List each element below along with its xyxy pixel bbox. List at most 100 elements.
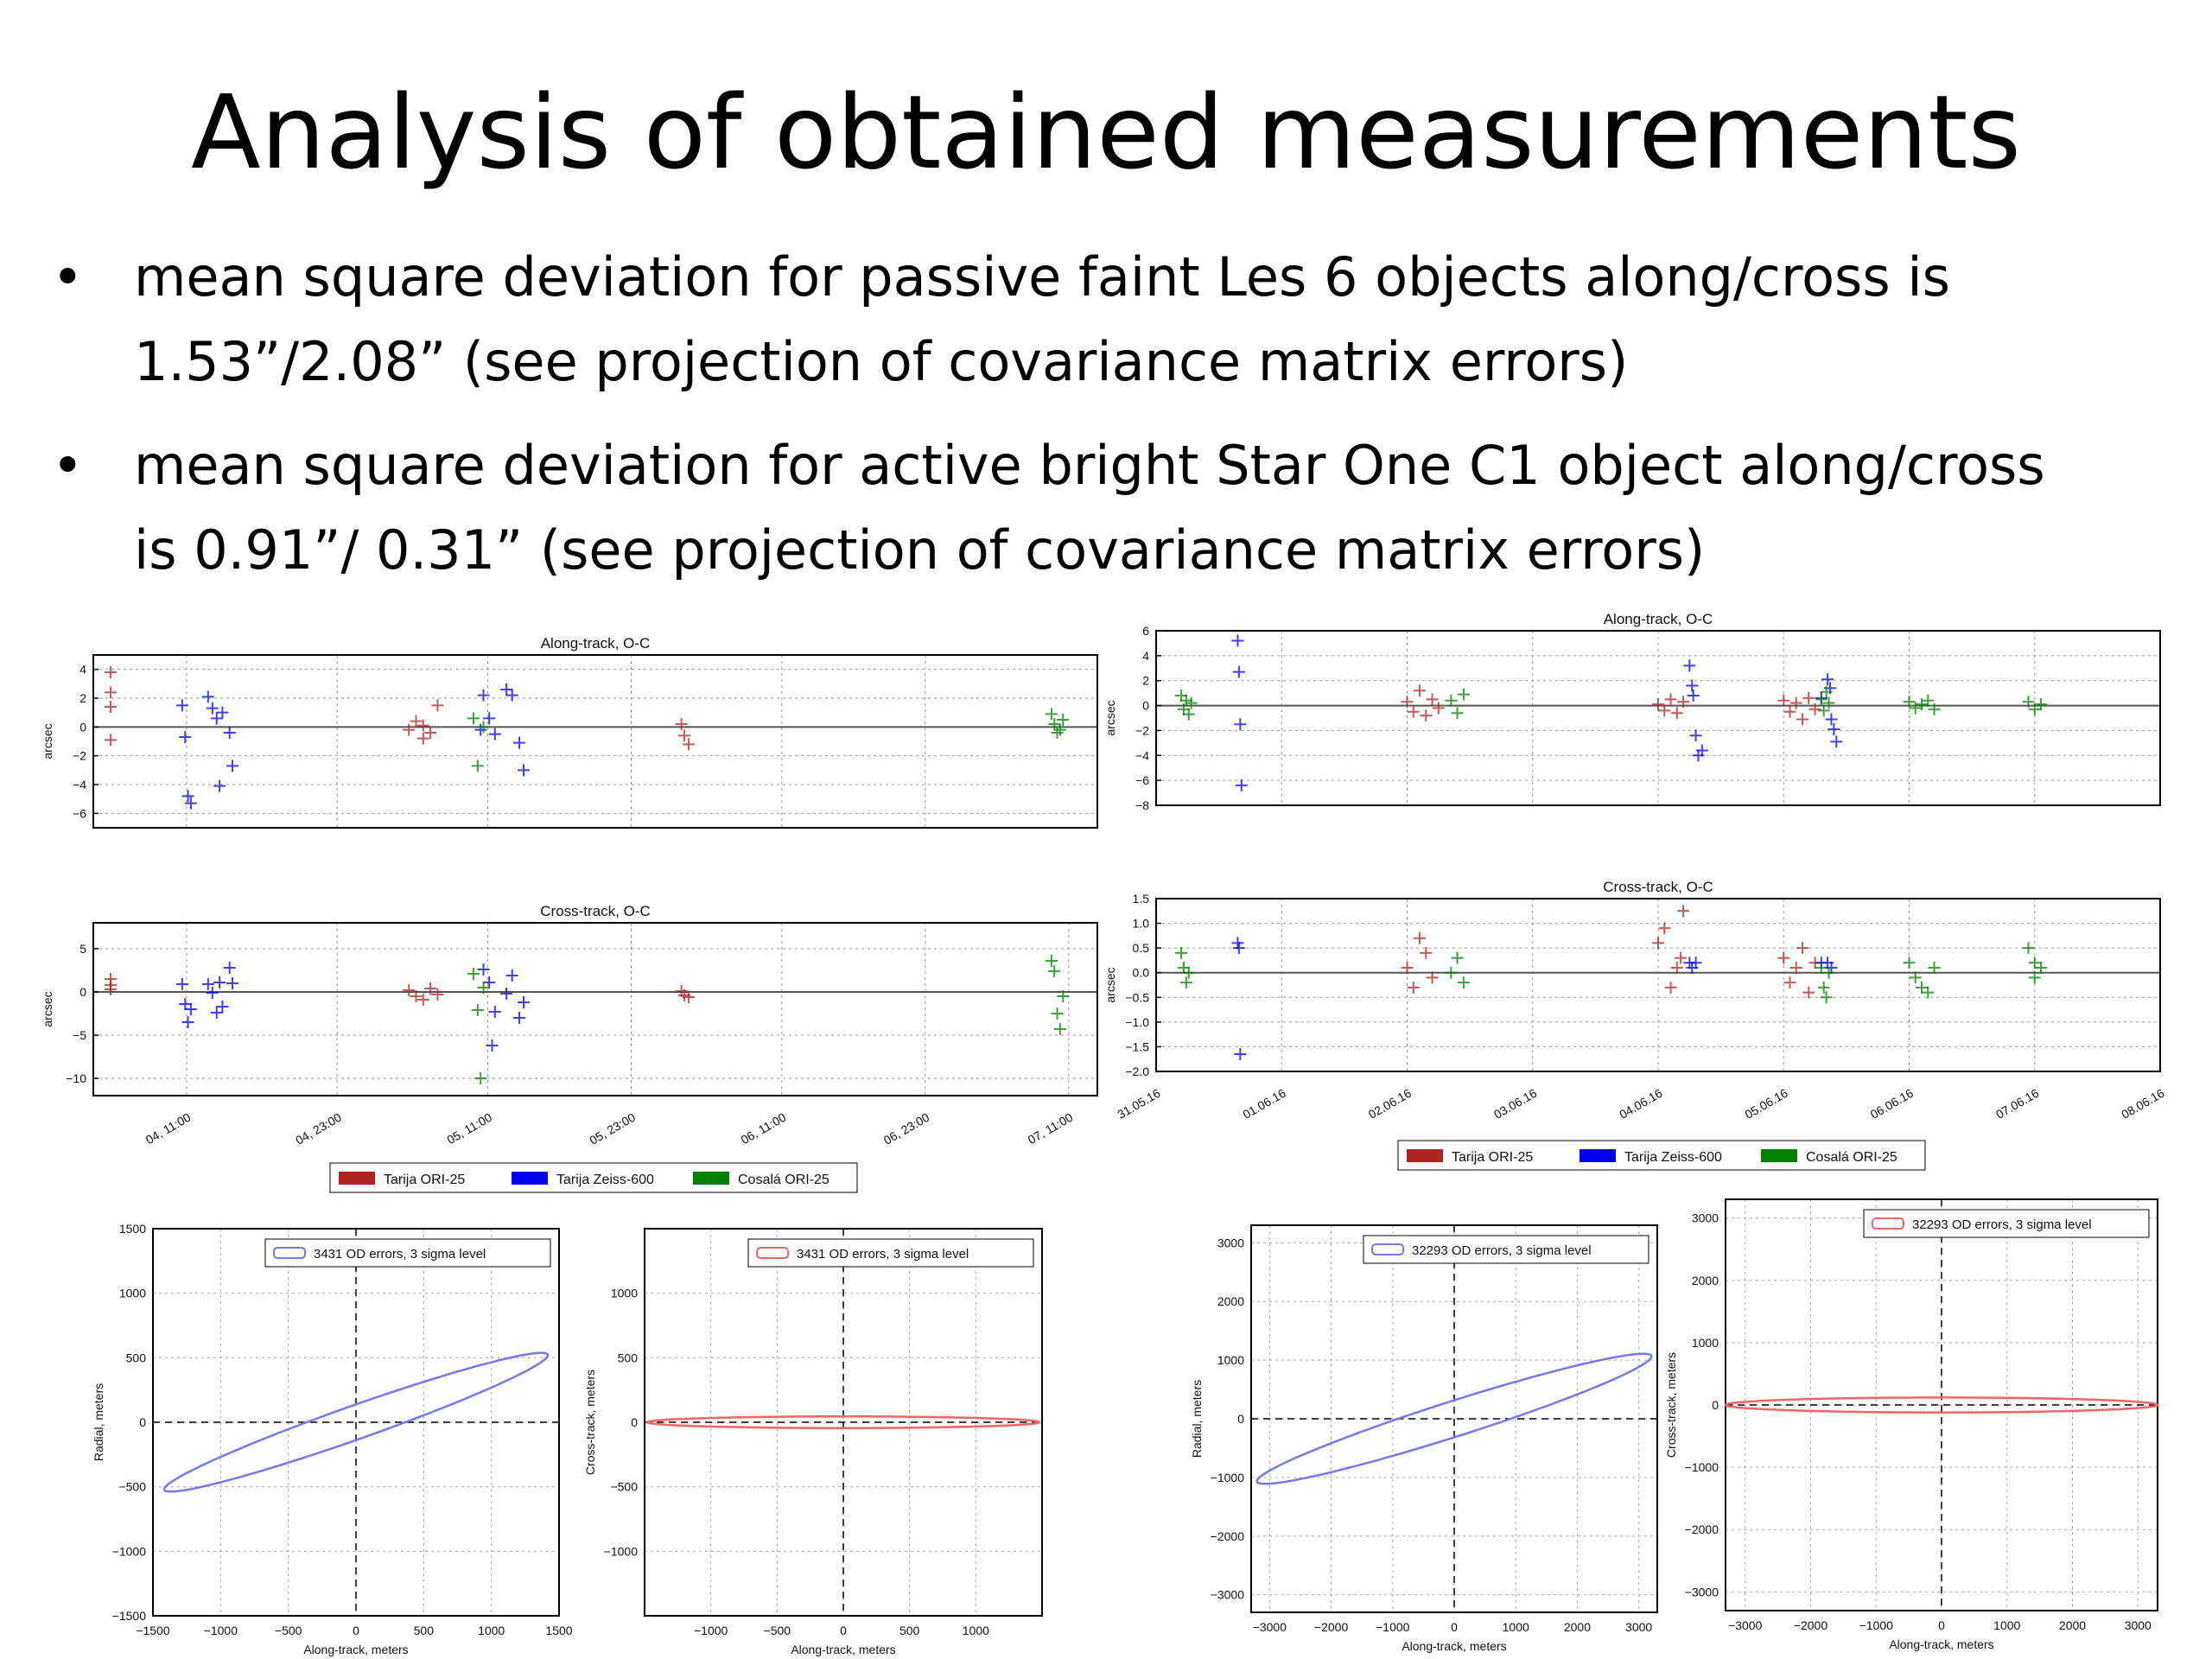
data-point (179, 998, 192, 1010)
y-tick-label: 1000 (1217, 1353, 1244, 1367)
data-point (1827, 722, 1840, 735)
data-point (1817, 704, 1830, 717)
chart-title: Cross-track, O-C (1603, 879, 1713, 895)
starone-legend: Tarija ORI-25 Tarija Zeiss-600 Cosalá ORI-… (1397, 1140, 1926, 1171)
x-tick-label: 500 (414, 1624, 435, 1637)
data-point (1817, 981, 1830, 994)
data-point (104, 979, 117, 991)
data-point (477, 982, 490, 994)
chart-title: Cross-track, O-C (540, 903, 651, 919)
data-point (1179, 976, 1192, 989)
x-tick-label: 0 (1451, 1620, 1458, 1634)
data-point (2022, 696, 2035, 709)
y-tick-label: 2000 (1692, 1274, 1719, 1287)
data-point (1232, 665, 1245, 678)
y-tick-label: 5 (79, 942, 86, 956)
data-point (518, 996, 530, 1008)
x-tick-label: 05.06.16 (1743, 1086, 1790, 1122)
data-point (1426, 693, 1439, 706)
data-point (1928, 702, 1941, 715)
data-point (223, 962, 236, 974)
data-point (1928, 962, 1941, 974)
legend-swatch (756, 1247, 789, 1259)
plot-frame (644, 1228, 1043, 1617)
bullet-line: mean square deviation for passive faint … (134, 245, 1950, 308)
data-point (1057, 990, 1070, 1002)
plot-frame (92, 922, 1098, 1096)
data-point (1048, 718, 1061, 730)
x-tick-label: 03.06.16 (1491, 1086, 1539, 1122)
chart-les6-cross-ellipse: −1000 −500 0 500 1000 1000 500 0 −500 −1000 Along-… (583, 1228, 1043, 1656)
legend-label: 32293 OD errors, 3 sigma level (1412, 1243, 1592, 1258)
y-tick-label: 0 (1142, 699, 1149, 713)
data-point (1903, 696, 1916, 709)
data-point (513, 1012, 526, 1024)
y-tick-label: 1.0 (1133, 917, 1150, 931)
data-point (2028, 971, 2041, 984)
data-point (184, 1003, 197, 1015)
x-tick-label: 500 (899, 1624, 920, 1637)
data-point (1057, 714, 1070, 726)
data-point (1235, 779, 1248, 791)
legend-label: 3431 OD errors, 3 sigma level (314, 1247, 486, 1262)
data-point (1916, 981, 1929, 994)
legend-box (1397, 1140, 1926, 1171)
legend-box (1863, 1209, 2150, 1238)
data-point (467, 712, 480, 725)
chart-les6-radial: −1500 −1000 −500 0 500 1000 1500 1500 1000 500 0 −5… (92, 1222, 573, 1656)
data-point (1822, 966, 1835, 979)
data-point (486, 1039, 499, 1052)
legend-label: Tarija ORI-25 (1452, 1150, 1533, 1165)
data-point (206, 702, 219, 715)
x-tick-label: 04.06.16 (1617, 1086, 1664, 1122)
legend-box (264, 1238, 551, 1268)
x-tick-label: −1000 (1376, 1620, 1410, 1634)
x-tick-label: 1000 (1993, 1618, 2020, 1632)
data-point (1426, 971, 1439, 984)
y-tick-label: 3000 (1692, 1211, 1719, 1225)
data-point (471, 760, 484, 772)
data-point (1401, 696, 1414, 709)
data-point (1922, 986, 1935, 999)
chart-starone-radial: −3000 −2000 −1000 0 1000 2000 3000 3000 2000 1000… (1190, 1224, 1658, 1653)
data-point (1177, 702, 1190, 715)
legend-swatch (1872, 1217, 1904, 1230)
y-tick-label: −3000 (1685, 1585, 1719, 1599)
x-tick-label: 0 (1938, 1618, 1945, 1632)
data-point (1401, 962, 1414, 974)
y-axis-label: arcsec (1103, 967, 1117, 1002)
y-tick-label: 6 (1142, 624, 1149, 638)
data-point (1821, 673, 1834, 686)
data-point (210, 1007, 223, 1019)
y-tick-label: 0 (79, 720, 86, 734)
y-tick-label: −3000 (1211, 1588, 1245, 1602)
data-point (1051, 1007, 1064, 1020)
data-point (1414, 684, 1427, 697)
data-point (213, 779, 226, 792)
data-point (1675, 951, 1688, 964)
y-axis-label: Radial, meters (1190, 1380, 1204, 1458)
data-point (1175, 690, 1188, 702)
x-tick-label: 2000 (2059, 1618, 2086, 1632)
x-tick-label: 04, 23:00 (293, 1110, 344, 1147)
data-point (1457, 976, 1470, 989)
x-tick-label: 06, 11:00 (739, 1110, 789, 1147)
data-point (1420, 709, 1433, 722)
bullet-line: 1.53”/2.08” (see projection of covarianc… (134, 330, 1629, 393)
data-point (1445, 966, 1458, 979)
data-point (675, 718, 688, 730)
data-point (1909, 702, 1922, 715)
les6-legend: Tarija ORI-25 Tarija Zeiss-600 Cosalá ORI-… (329, 1162, 858, 1193)
data-point (500, 683, 513, 696)
x-tick-label: −2000 (1794, 1618, 1828, 1632)
y-tick-label: −5 (73, 1028, 86, 1042)
data-point (201, 690, 214, 703)
series-tarija-ori-25 (104, 666, 695, 751)
legend-label: Tarija ORI-25 (384, 1173, 465, 1187)
data-point (1789, 962, 1802, 974)
data-point (1234, 1048, 1247, 1060)
bullet-dot: • (52, 434, 84, 497)
data-point (1903, 957, 1916, 969)
series-tarija-zeiss-600 (1231, 634, 1843, 791)
